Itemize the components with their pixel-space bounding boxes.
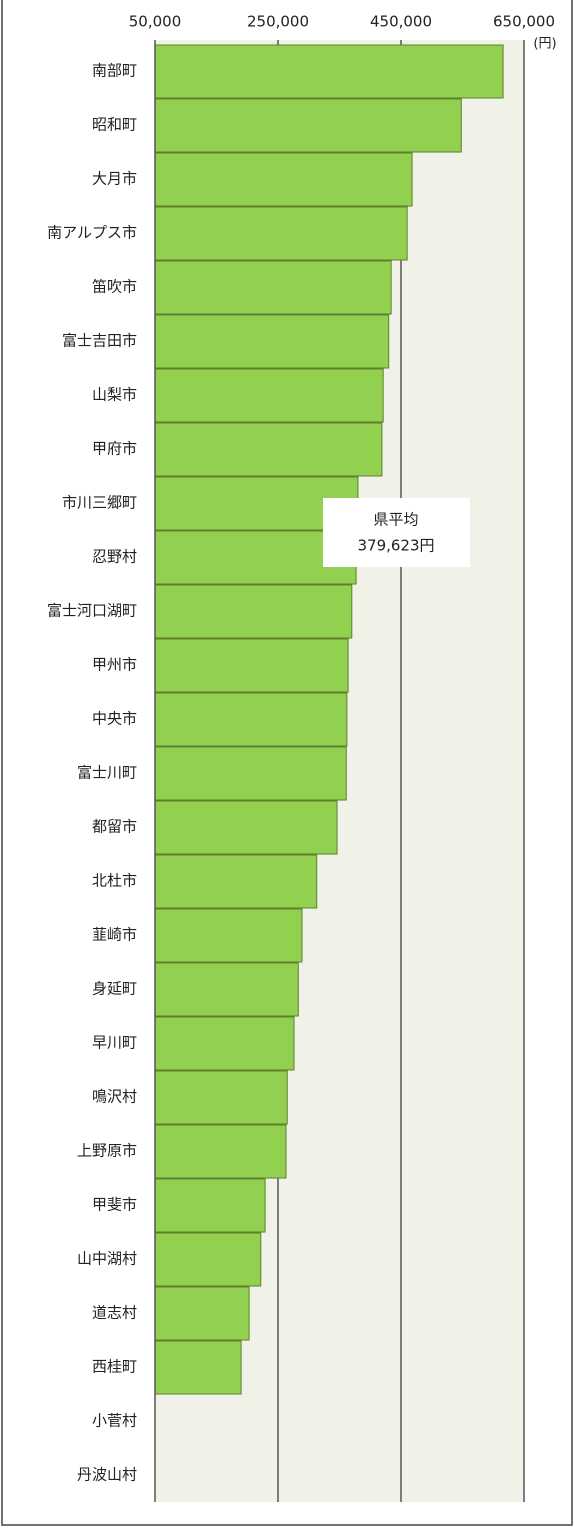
y-tick-label: 丹波山村	[77, 1466, 137, 1484]
y-tick-label: 甲府市	[92, 440, 137, 458]
y-tick-label: 都留市	[92, 818, 137, 836]
y-tick-label: 市川三郷町	[62, 494, 137, 512]
bar	[154, 98, 462, 153]
bar	[154, 1340, 242, 1395]
y-tick-label: 中央市	[92, 710, 137, 728]
bar	[154, 314, 390, 369]
bar	[154, 1016, 295, 1071]
bar	[154, 800, 338, 855]
y-tick-label: 北杜市	[92, 872, 137, 890]
bar	[154, 962, 299, 1017]
bar	[154, 206, 408, 261]
y-tick-label: 上野原市	[77, 1142, 137, 1160]
y-tick-label: 甲斐市	[92, 1196, 137, 1214]
y-tick-label: 忍野村	[92, 548, 137, 566]
unit-label: (円)	[533, 37, 556, 52]
bar	[154, 1178, 266, 1233]
y-tick-label: 昭和町	[92, 116, 137, 134]
y-tick-label: 山中湖村	[77, 1250, 137, 1268]
y-tick-label: 山梨市	[92, 386, 137, 404]
y-tick-label: 大月市	[92, 170, 137, 188]
y-tick-label: 鳴沢村	[92, 1088, 137, 1106]
y-tick-label: 南部町	[92, 62, 137, 80]
bar	[154, 746, 347, 801]
x-tick-label: 50,000	[129, 13, 182, 31]
bar	[154, 422, 383, 477]
x-tick-label: 650,000	[493, 13, 555, 31]
y-tick-label: 身延町	[92, 980, 137, 998]
annotation: 379,623円	[357, 537, 434, 555]
bar	[154, 152, 413, 207]
y-tick-label: 早川町	[92, 1034, 137, 1052]
bar	[154, 1232, 262, 1287]
bar	[154, 692, 348, 747]
bar	[154, 530, 357, 585]
annotation-box	[323, 498, 470, 567]
y-tick-label: 富士吉田市	[62, 332, 137, 350]
x-tick-label: 450,000	[370, 13, 432, 31]
y-tick-label: 韮崎市	[92, 926, 137, 944]
bar	[154, 1286, 250, 1341]
bar	[154, 44, 504, 99]
y-tick-label: 笛吹市	[92, 278, 137, 296]
bar	[154, 854, 318, 909]
bar	[154, 908, 303, 963]
bar	[154, 1124, 287, 1179]
bar	[154, 1070, 288, 1125]
x-tick-label: 250,000	[247, 13, 309, 31]
bar	[154, 260, 392, 315]
y-tick-label: 南アルプス市	[47, 224, 137, 242]
bar	[154, 638, 349, 693]
y-tick-label: 西桂町	[92, 1358, 137, 1376]
y-tick-label: 富士河口湖町	[47, 602, 137, 620]
bar	[154, 584, 353, 639]
bar	[154, 368, 384, 423]
annotation: 県平均	[373, 511, 418, 529]
y-tick-label: 富士川町	[77, 764, 137, 782]
y-tick-label: 小菅村	[92, 1412, 137, 1430]
y-tick-label: 甲州市	[92, 656, 137, 674]
y-tick-label: 道志村	[92, 1304, 137, 1322]
